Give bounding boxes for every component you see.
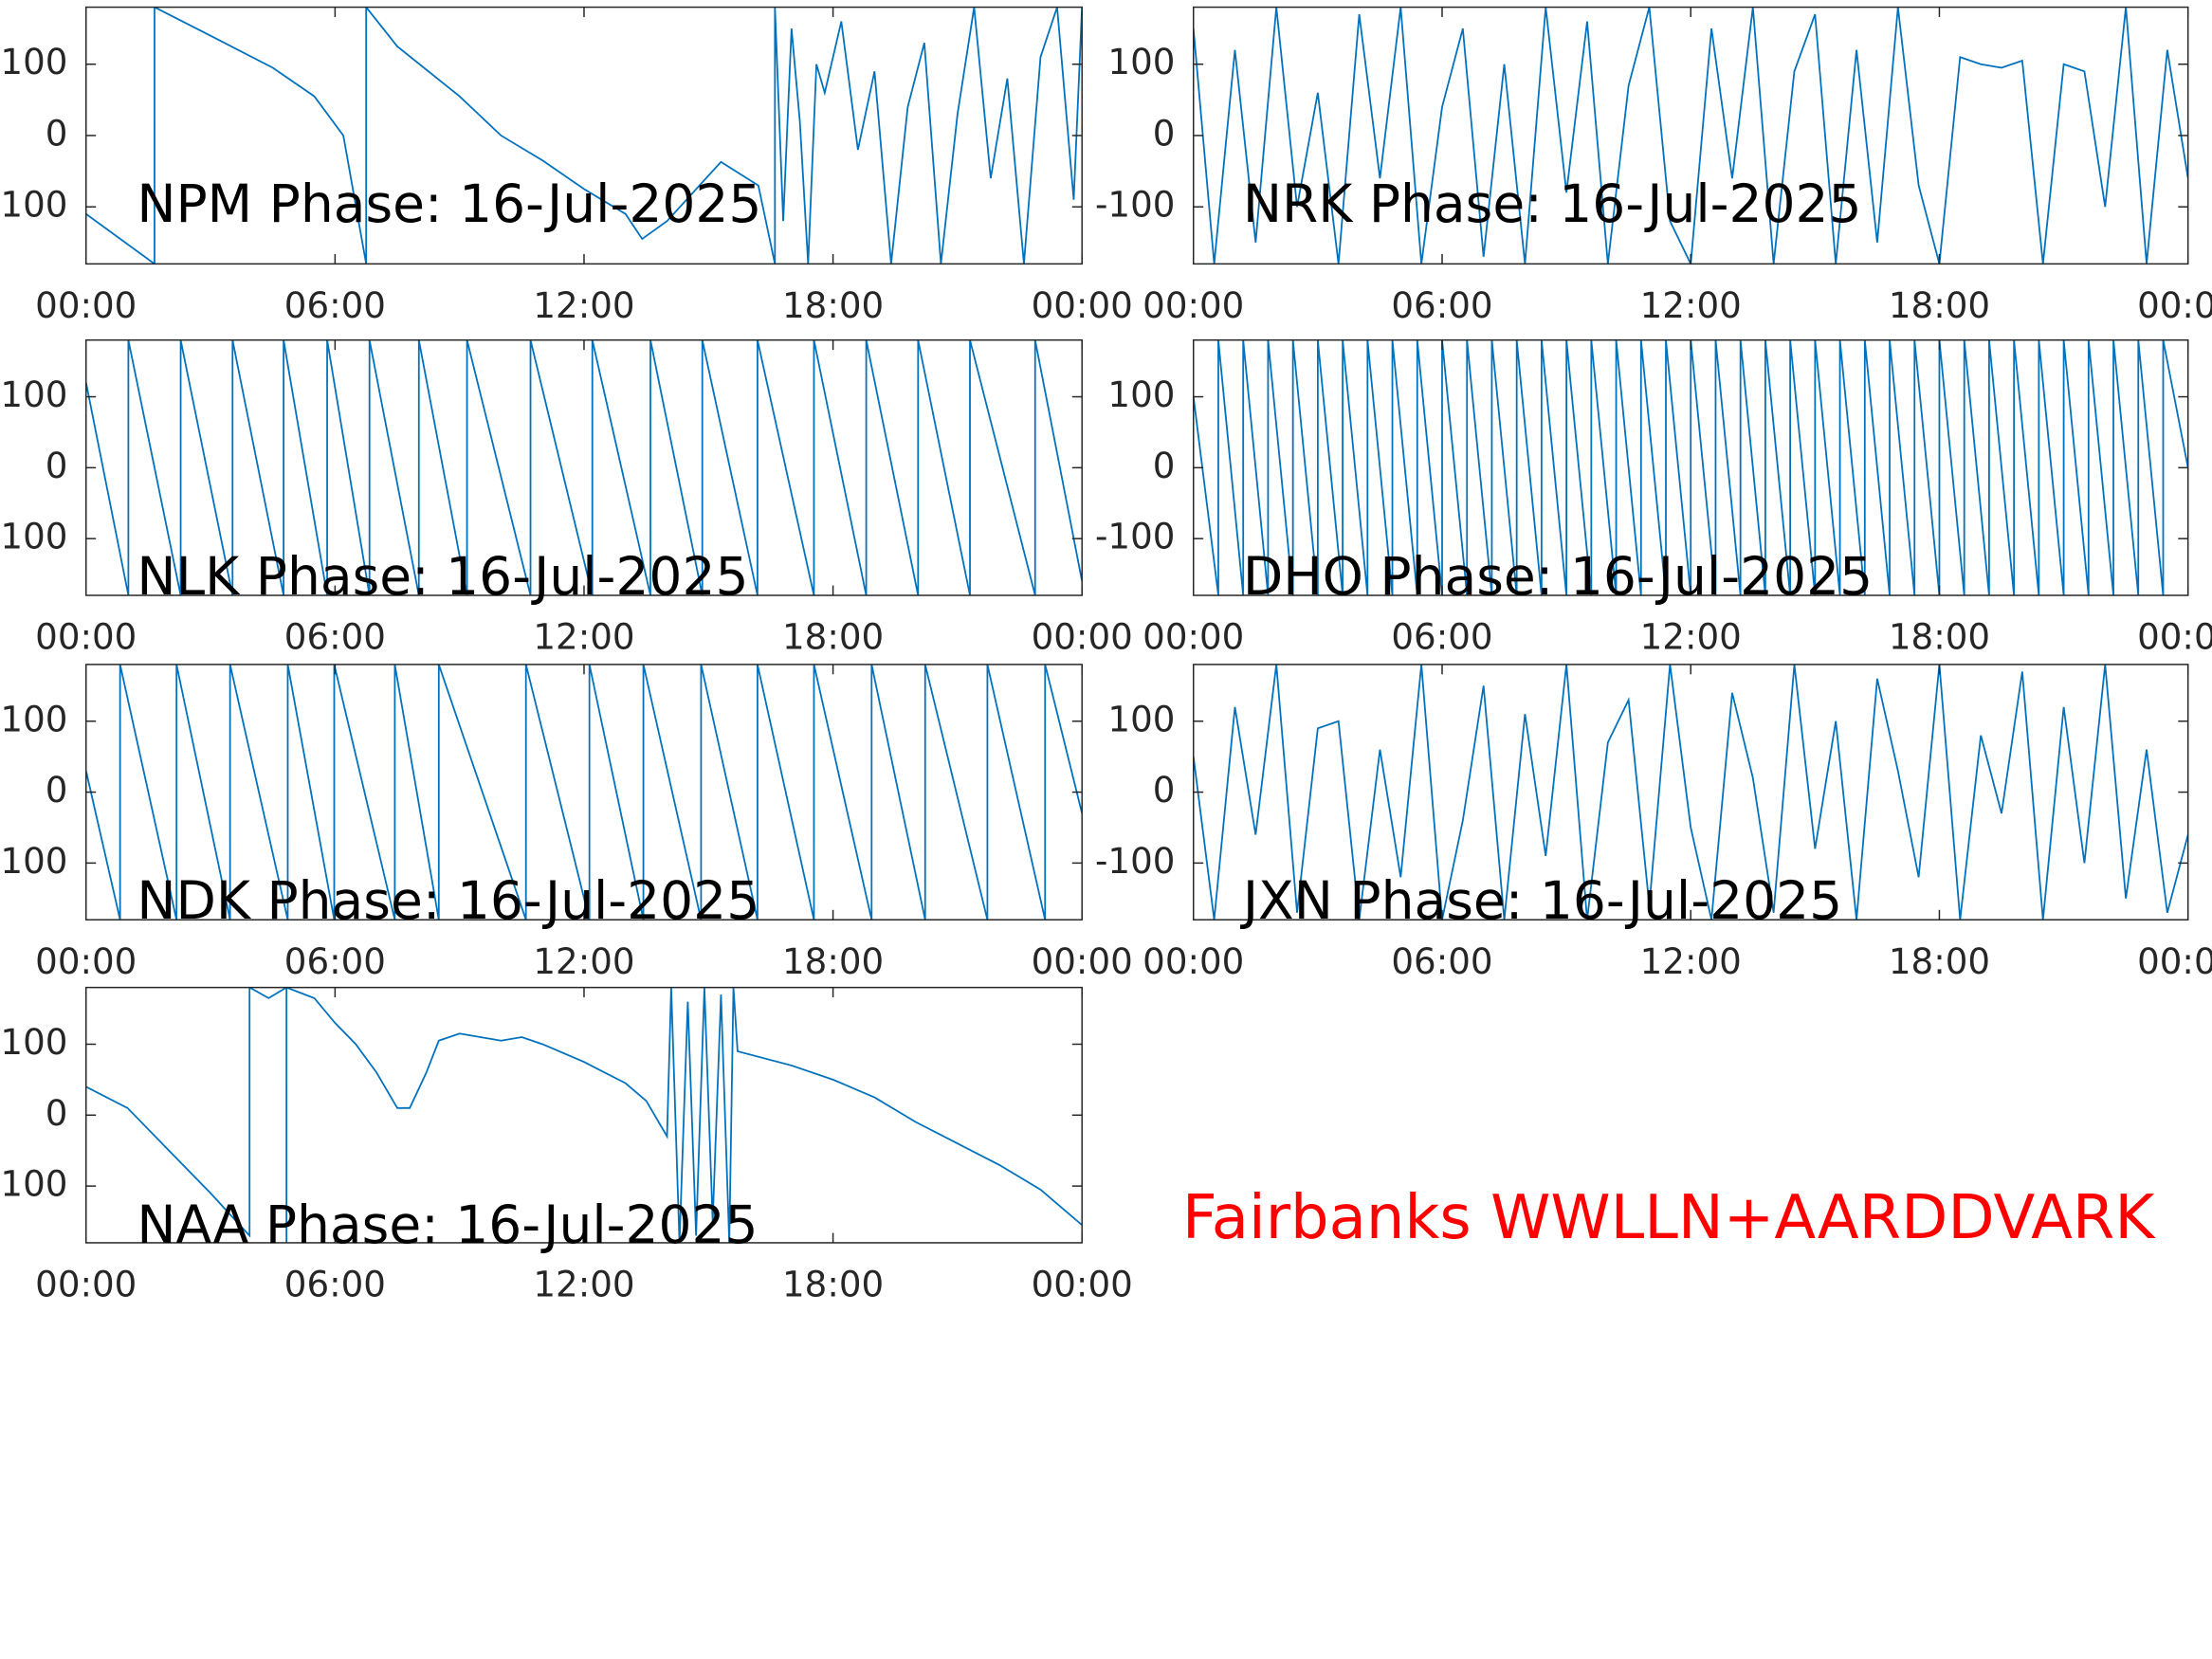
plot-area	[85, 987, 1083, 1243]
data-line	[1193, 664, 2188, 921]
x-tick-label: 18:00	[782, 1264, 884, 1305]
x-tick-label: 18:00	[1889, 616, 1990, 658]
chart-title: NPM Phase: 16-Jul-2025	[137, 173, 761, 234]
x-tick-label: 00:00	[1143, 284, 1244, 326]
y-tick-label: 0	[1153, 445, 1176, 486]
x-tick-label: 12:00	[533, 940, 634, 982]
x-tick-label: 00:00	[35, 940, 137, 982]
subplot: 00:00 06:00 12:00 18:00 00:00 -100 0 100 NAA Pha…	[0, 986, 1133, 1305]
subplot: 00:00 06:00 12:00 18:00 00:00 -100 0 100 NRK Pha…	[1095, 6, 2212, 326]
y-tick-label: 100	[0, 41, 67, 82]
y-tick-label: 0	[1153, 769, 1176, 811]
x-tick-label: 12:00	[533, 284, 634, 326]
x-tick-label: 06:00	[1391, 284, 1492, 326]
x-tick-label: 00:00	[2137, 940, 2212, 982]
y-tick-label: 0	[46, 769, 68, 811]
annotation: Fairbanks WWLLN+AARDDVARK	[1182, 1183, 2156, 1253]
x-tick-label: 18:00	[782, 284, 884, 326]
x-tick-label: 00:00	[1032, 1264, 1133, 1305]
y-tick-label: -100	[1095, 184, 1175, 226]
plot-area	[1193, 664, 2188, 921]
subplot: 00:00 06:00 12:00 18:00 00:00 -100 0 100 JXN Pha…	[1095, 664, 2212, 982]
subplot: 00:00 06:00 12:00 18:00 00:00 -100 0 100 NPM Pha…	[0, 6, 1133, 326]
plot-area	[1193, 339, 2188, 596]
plot-area	[85, 7, 1083, 264]
x-tick-label: 00:00	[2137, 616, 2212, 658]
x-tick-label: 12:00	[1640, 284, 1742, 326]
x-tick-label: 00:00	[35, 1264, 137, 1305]
x-tick-label: 00:00	[35, 616, 137, 658]
x-tick-label: 06:00	[1391, 940, 1492, 982]
y-tick-label: -100	[0, 1163, 67, 1205]
chart-title: NLK Phase: 16-Jul-2025	[137, 546, 748, 607]
y-tick-label: -100	[0, 516, 67, 557]
subplot: 00:00 06:00 12:00 18:00 00:00 -100 0 100 DHO Pha…	[1095, 338, 2212, 658]
data-line	[1193, 7, 2188, 264]
x-tick-label: 06:00	[284, 616, 386, 658]
data-line	[85, 7, 1083, 264]
y-tick-label: -100	[0, 184, 67, 226]
plot-area	[1193, 7, 2188, 264]
x-tick-label: 06:00	[284, 284, 386, 326]
x-tick-label: 06:00	[284, 940, 386, 982]
y-tick-label: 100	[1107, 41, 1175, 82]
x-tick-label: 12:00	[533, 616, 634, 658]
y-tick-label: -100	[1095, 840, 1175, 882]
x-tick-label: 06:00	[1391, 616, 1492, 658]
chart-title: DHO Phase: 16-Jul-2025	[1243, 546, 1873, 607]
x-tick-label: 06:00	[284, 1264, 386, 1305]
y-tick-label: -100	[0, 840, 67, 882]
y-tick-label: 0	[46, 1092, 68, 1134]
x-tick-label: 00:00	[1032, 616, 1133, 658]
x-tick-label: 00:00	[1143, 616, 1244, 658]
y-tick-label: 0	[1153, 112, 1176, 154]
x-tick-label: 12:00	[533, 1264, 634, 1305]
x-tick-label: 00:00	[2137, 284, 2212, 326]
data-line	[85, 664, 1083, 921]
data-line	[85, 987, 1083, 1243]
x-tick-label: 18:00	[1889, 284, 1990, 326]
plot-area	[85, 339, 1083, 596]
x-tick-label: 00:00	[35, 284, 137, 326]
y-tick-label: 0	[46, 445, 68, 486]
x-tick-label: 12:00	[1640, 940, 1742, 982]
y-tick-label: 100	[1107, 698, 1175, 739]
chart-title: JXN Phase: 16-Jul-2025	[1240, 870, 1842, 931]
chart-title: NAA Phase: 16-Jul-2025	[137, 1194, 758, 1255]
x-tick-label: 00:00	[1032, 940, 1133, 982]
y-tick-label: -100	[1095, 516, 1175, 557]
chart-title: NRK Phase: 16-Jul-2025	[1243, 173, 1862, 234]
x-tick-label: 18:00	[782, 616, 884, 658]
subplot: 00:00 06:00 12:00 18:00 00:00 -100 0 100 NDK Pha…	[0, 664, 1133, 982]
plot-area	[85, 664, 1083, 921]
data-line	[85, 339, 1083, 596]
y-tick-label: 100	[0, 1021, 67, 1063]
chart-title: NDK Phase: 16-Jul-2025	[137, 870, 759, 931]
x-tick-label: 12:00	[1640, 616, 1742, 658]
x-tick-label: 00:00	[1032, 284, 1133, 326]
data-line	[1193, 339, 2188, 596]
y-tick-label: 0	[46, 112, 68, 154]
subplot: 00:00 06:00 12:00 18:00 00:00 -100 0 100 NLK Pha…	[0, 338, 1133, 658]
y-tick-label: 100	[0, 698, 67, 739]
y-tick-label: 100	[0, 374, 67, 415]
y-tick-label: 100	[1107, 374, 1175, 415]
x-tick-label: 18:00	[782, 940, 884, 982]
x-tick-label: 00:00	[1143, 940, 1244, 982]
x-tick-label: 18:00	[1889, 940, 1990, 982]
